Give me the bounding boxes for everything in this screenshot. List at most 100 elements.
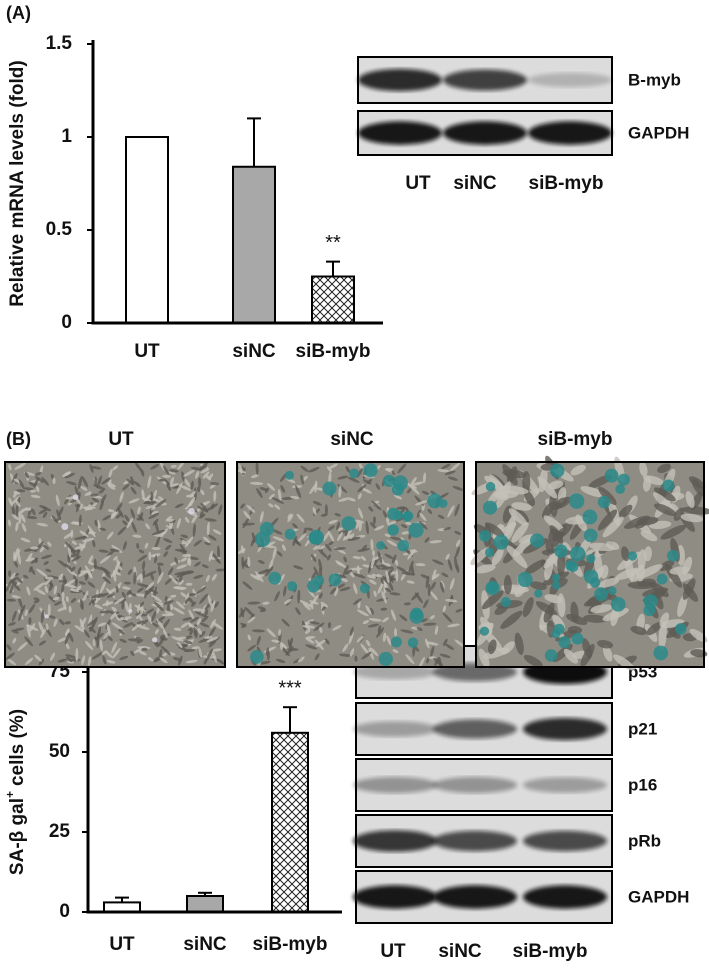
cell <box>33 599 40 604</box>
cell <box>240 607 245 618</box>
cell <box>11 495 21 505</box>
cell <box>305 637 315 644</box>
x-tick-label: siNC <box>232 341 276 362</box>
cell <box>28 616 32 625</box>
cell <box>409 485 420 495</box>
cell <box>287 639 293 652</box>
cell <box>240 503 245 509</box>
cell <box>691 479 706 497</box>
cell <box>78 570 87 577</box>
cell <box>602 645 613 662</box>
cell <box>247 616 256 624</box>
cell <box>35 588 46 595</box>
cell <box>669 566 690 575</box>
cell <box>58 619 65 626</box>
cell <box>101 477 111 485</box>
cell <box>131 521 137 533</box>
significance: ** <box>325 232 341 254</box>
cell <box>136 574 142 581</box>
cell <box>74 485 79 496</box>
blot-band <box>433 885 517 909</box>
cell <box>388 575 395 583</box>
protein-label: p16 <box>628 775 657 794</box>
cell <box>593 550 603 578</box>
cell <box>141 489 145 500</box>
cell <box>83 629 90 638</box>
cell <box>94 519 98 527</box>
cell <box>102 576 112 584</box>
cell <box>12 610 17 622</box>
cell <box>137 554 148 562</box>
cell <box>495 490 509 501</box>
cell <box>410 476 417 486</box>
cell <box>91 651 104 660</box>
cell <box>189 616 200 623</box>
stained-cell <box>409 609 424 624</box>
bar <box>186 895 224 913</box>
stained-cell <box>402 510 414 522</box>
cell <box>44 576 54 580</box>
cell <box>97 592 109 599</box>
stained-cell <box>249 649 264 664</box>
cell <box>38 658 45 666</box>
cell <box>141 647 148 651</box>
cell <box>152 622 159 628</box>
cell <box>8 622 16 626</box>
cell <box>653 503 677 516</box>
cell <box>256 488 263 498</box>
cell <box>321 605 327 611</box>
cell <box>162 474 171 478</box>
cell <box>184 640 193 645</box>
cell <box>109 548 120 553</box>
cell <box>90 593 104 599</box>
cell <box>400 524 408 529</box>
cell <box>315 639 326 647</box>
cell <box>184 536 194 548</box>
stained-cell <box>407 637 419 648</box>
cell <box>347 476 360 483</box>
cell <box>324 638 330 645</box>
cell <box>399 614 408 622</box>
cell <box>195 470 200 479</box>
cell <box>445 643 455 650</box>
cell <box>545 539 554 555</box>
cell <box>268 503 274 508</box>
cell <box>14 462 26 470</box>
cell <box>258 560 265 565</box>
cell <box>6 598 16 602</box>
cell <box>65 541 75 552</box>
cell <box>61 591 65 600</box>
cell <box>429 540 442 544</box>
stained-cell <box>284 470 294 480</box>
cell <box>54 518 61 522</box>
cell <box>137 603 141 614</box>
cell <box>337 561 347 568</box>
cell <box>11 503 16 518</box>
cell <box>70 597 77 603</box>
cell <box>360 643 370 655</box>
cell <box>347 536 361 541</box>
cell <box>178 575 183 583</box>
cell <box>52 596 60 601</box>
cell <box>87 619 97 627</box>
cell <box>627 581 657 590</box>
cell <box>287 513 292 520</box>
cell <box>369 522 376 529</box>
cell <box>332 624 342 631</box>
cell <box>133 646 146 654</box>
cell <box>506 545 528 568</box>
cell <box>380 577 385 585</box>
cell <box>621 546 630 562</box>
cell <box>184 517 190 523</box>
stained-cell <box>567 561 579 573</box>
cell <box>164 595 168 603</box>
cell <box>57 637 68 643</box>
stained-cell <box>604 468 619 483</box>
cell <box>297 532 307 542</box>
cell <box>124 514 130 523</box>
cell <box>357 609 369 617</box>
cell <box>173 627 182 631</box>
cell <box>200 489 205 496</box>
cell <box>271 639 280 643</box>
cell <box>185 582 193 586</box>
